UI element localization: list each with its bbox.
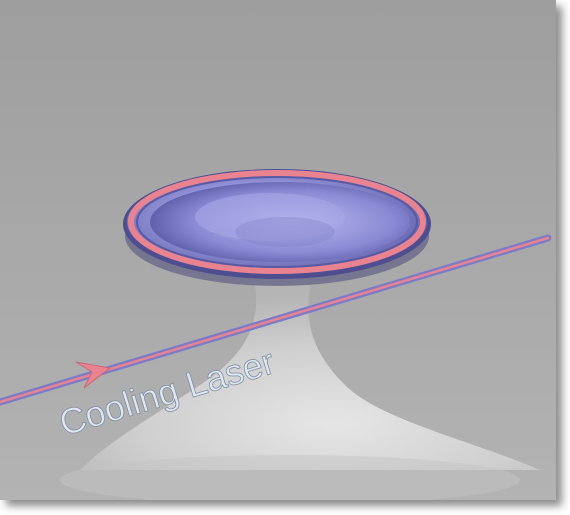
optical-mode-ring	[128, 170, 426, 274]
ring-inner-edge	[136, 176, 418, 268]
diagram-frame: Cooling Laser	[0, 0, 556, 500]
disk-highlight	[195, 193, 345, 241]
disk-center	[235, 217, 335, 247]
arrow-icon	[75, 361, 112, 389]
pedestal-base	[60, 455, 520, 500]
microtoroid-diagram: Cooling Laser	[0, 0, 556, 500]
pedestal	[80, 285, 540, 470]
